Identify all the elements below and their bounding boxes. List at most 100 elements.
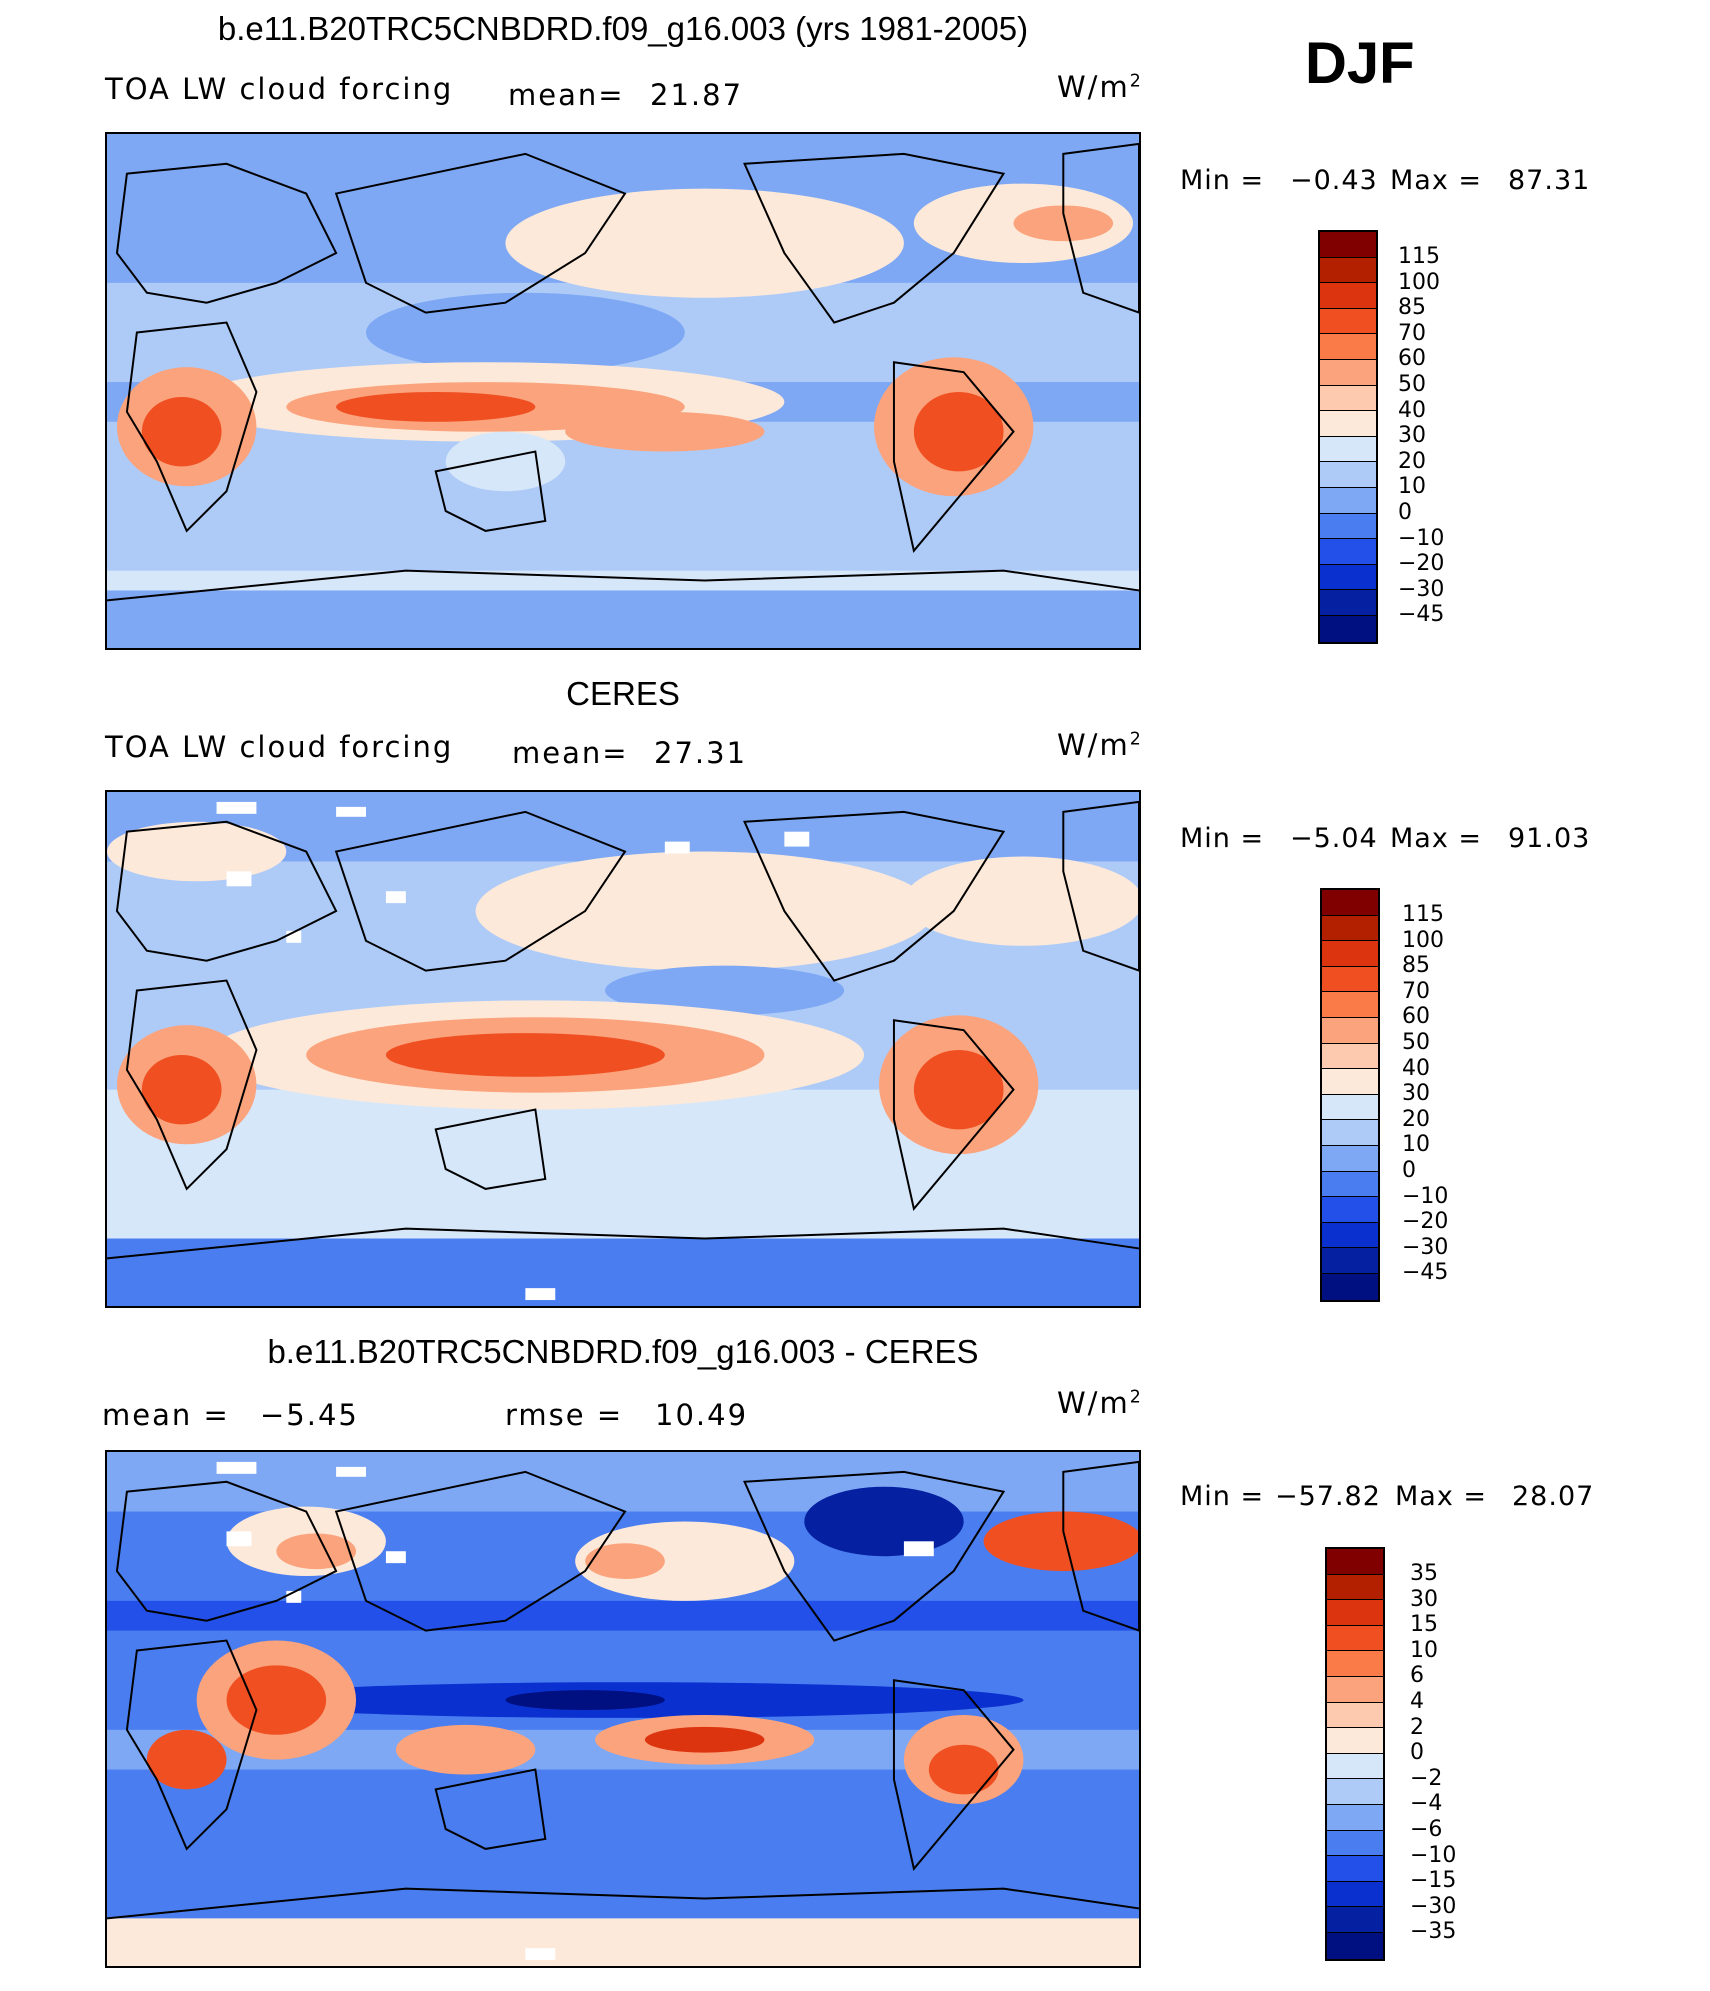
colorbar-swatch: [1327, 1856, 1383, 1882]
panel-2-units: W/m2: [1057, 728, 1143, 762]
colorbar-swatch: [1320, 308, 1376, 335]
colorbar-tick-label: 50: [1398, 371, 1426, 397]
panel-2-colorbar: [1320, 888, 1380, 1302]
colorbar-swatch: [1320, 283, 1376, 309]
colorbar-swatch: [1322, 1017, 1378, 1044]
panel-1-min-label: Min =: [1180, 165, 1265, 196]
panel-1-mean-label: mean=: [508, 78, 625, 112]
colorbar-swatch: [1327, 1651, 1383, 1677]
panel-3-mean-label: mean =: [102, 1398, 230, 1432]
colorbar-swatch: [1322, 966, 1378, 993]
colorbar-tick-label: 60: [1398, 346, 1426, 372]
colorbar-swatch: [1327, 1932, 1383, 1959]
colorbar-swatch: [1327, 1881, 1383, 1908]
colorbar-tick-label: −15: [1410, 1868, 1457, 1894]
colorbar-tick-label: 30: [1410, 1586, 1438, 1612]
colorbar-swatch: [1327, 1600, 1383, 1626]
colorbar-tick-label: −35: [1410, 1919, 1457, 1945]
colorbar-tick-label: −30: [1398, 576, 1445, 602]
colorbar-tick-label: 115: [1402, 902, 1444, 927]
colorbar-swatch: [1327, 1549, 1383, 1575]
colorbar-swatch: [1320, 615, 1376, 642]
difference-lwcf-map: [107, 1452, 1139, 1966]
colorbar-swatch: [1320, 539, 1376, 565]
colorbar-swatch: [1320, 513, 1376, 540]
panel-2-colorbar-labels: 115 100 85 70 60 50 40 30 20 10 0 −10 −20 −30 −45: [1402, 902, 1448, 1286]
panel-1-units: W/m2: [1057, 70, 1143, 104]
panel-1-colorbar: [1318, 230, 1378, 644]
colorbar-tick-label: 2: [1410, 1714, 1424, 1740]
colorbar-swatch: [1327, 1728, 1383, 1754]
colorbar-tick-label: 0: [1410, 1740, 1424, 1766]
colorbar-tick-label: 4: [1410, 1688, 1424, 1714]
colorbar-tick-label: −45: [1398, 602, 1445, 628]
panel-2-min-label: Min =: [1180, 823, 1265, 854]
colorbar-tick-label: −30: [1410, 1893, 1457, 1919]
colorbar-tick-label: −2: [1410, 1765, 1443, 1791]
panel-3-rmse-value: 10.49: [655, 1398, 749, 1432]
colorbar-tick-label: 0: [1398, 499, 1412, 525]
colorbar-swatch: [1320, 436, 1376, 463]
panel-2-variable: TOA LW cloud forcing: [105, 730, 454, 764]
colorbar-swatch: [1327, 1779, 1383, 1805]
panel-3-units: W/m2: [1057, 1386, 1143, 1420]
panel-2-map: [105, 790, 1141, 1308]
colorbar-swatch: [1327, 1907, 1383, 1933]
colorbar-tick-label: 30: [1402, 1081, 1430, 1107]
colorbar-swatch: [1327, 1753, 1383, 1780]
colorbar-swatch: [1320, 385, 1376, 412]
colorbar-swatch: [1322, 1145, 1378, 1172]
panel-3-mean-value: −5.45: [260, 1398, 359, 1432]
colorbar-swatch: [1320, 564, 1376, 591]
colorbar-swatch: [1322, 992, 1378, 1018]
colorbar-swatch: [1320, 334, 1376, 360]
panel-2-min-value: −5.04: [1290, 823, 1378, 854]
colorbar-tick-label: 85: [1402, 953, 1430, 979]
colorbar-tick-label: 15: [1410, 1612, 1438, 1638]
colorbar-tick-label: 20: [1402, 1106, 1430, 1132]
panel-2-mean-label: mean=: [512, 736, 629, 770]
colorbar-swatch: [1322, 1069, 1378, 1095]
colorbar-swatch: [1322, 1043, 1378, 1070]
model-lwcf-map: [107, 134, 1139, 648]
colorbar-tick-label: 100: [1398, 269, 1440, 295]
colorbar-tick-label: 35: [1410, 1561, 1438, 1586]
colorbar-tick-label: 6: [1410, 1663, 1424, 1689]
panel-3-map: [105, 1450, 1141, 1968]
panel-3-min-label: Min =: [1180, 1481, 1265, 1512]
colorbar-tick-label: 20: [1398, 448, 1426, 474]
panel-1-colorbar-labels: 115 100 85 70 60 50 40 30 20 10 0 −10 −20 −30 −45: [1398, 244, 1444, 628]
colorbar-swatch: [1320, 359, 1376, 386]
colorbar-swatch: [1327, 1625, 1383, 1652]
panel-3-max-value: 28.07: [1512, 1481, 1595, 1512]
colorbar-tick-label: 30: [1398, 423, 1426, 449]
panel-1-title: b.e11.B20TRC5CNBDRD.f09_g16.003 (yrs 198…: [217, 10, 1029, 47]
colorbar-swatch: [1322, 1171, 1378, 1198]
panel-2-mean-value: 27.31: [654, 736, 748, 770]
colorbar-tick-label: −45: [1402, 1260, 1449, 1286]
panel-3-max-label: Max =: [1395, 1481, 1488, 1512]
colorbar-swatch: [1320, 462, 1376, 488]
colorbar-swatch: [1322, 1197, 1378, 1223]
colorbar-swatch: [1322, 941, 1378, 967]
colorbar-swatch: [1327, 1574, 1383, 1601]
colorbar-tick-label: 0: [1402, 1157, 1416, 1183]
colorbar-tick-label: 100: [1402, 927, 1444, 953]
season-label: DJF: [1305, 31, 1415, 96]
colorbar-swatch: [1327, 1676, 1383, 1703]
colorbar-swatch: [1320, 257, 1376, 284]
colorbar-tick-label: −4: [1410, 1791, 1443, 1817]
colorbar-swatch: [1327, 1804, 1383, 1831]
panel-1-mean-value: 21.87: [650, 78, 744, 112]
colorbar-swatch: [1320, 232, 1376, 258]
panel-3-rmse-label: rmse =: [505, 1398, 624, 1432]
colorbar-tick-label: −20: [1398, 551, 1445, 577]
colorbar-tick-label: 85: [1398, 295, 1426, 321]
colorbar-swatch: [1320, 411, 1376, 437]
colorbar-swatch: [1322, 1120, 1378, 1146]
colorbar-swatch: [1322, 890, 1378, 916]
colorbar-tick-label: −20: [1402, 1209, 1449, 1235]
panel-1-min-value: −0.43: [1290, 165, 1378, 196]
colorbar-swatch: [1322, 1222, 1378, 1249]
panel-1-max-label: Max =: [1390, 165, 1483, 196]
